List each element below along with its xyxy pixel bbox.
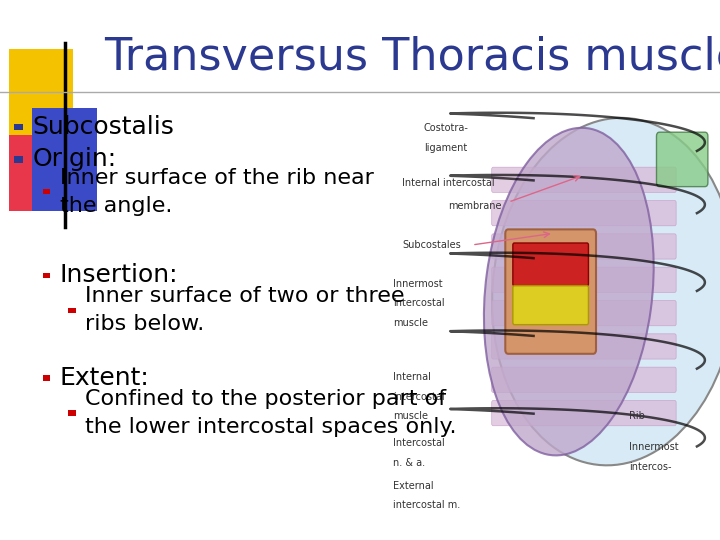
- Text: Confined to the posterior part of
the lower intercostal spaces only.: Confined to the posterior part of the lo…: [85, 389, 456, 437]
- Text: Intercostal: Intercostal: [393, 438, 445, 448]
- Text: Innermost: Innermost: [629, 442, 679, 452]
- Text: muscle: muscle: [393, 318, 428, 328]
- Text: Inner surface of the rib near
the angle.: Inner surface of the rib near the angle.: [60, 168, 374, 215]
- FancyBboxPatch shape: [492, 200, 676, 226]
- FancyBboxPatch shape: [657, 132, 708, 187]
- FancyBboxPatch shape: [492, 401, 676, 426]
- Ellipse shape: [484, 128, 654, 455]
- Text: Extent:: Extent:: [60, 366, 150, 390]
- Text: Transversus Thoracis muscle: Transversus Thoracis muscle: [104, 35, 720, 78]
- Ellipse shape: [492, 118, 720, 465]
- Text: ligament: ligament: [423, 143, 467, 153]
- Text: Innermost: Innermost: [393, 279, 443, 289]
- Text: intercostal: intercostal: [393, 298, 445, 308]
- FancyBboxPatch shape: [492, 267, 676, 293]
- FancyBboxPatch shape: [513, 286, 588, 325]
- Text: Insertion:: Insertion:: [60, 264, 179, 287]
- FancyBboxPatch shape: [492, 334, 676, 359]
- Text: Origin:: Origin:: [32, 147, 117, 171]
- FancyBboxPatch shape: [492, 367, 676, 393]
- Text: intercostal m.: intercostal m.: [393, 501, 461, 510]
- Text: Inner surface of two or three
ribs below.: Inner surface of two or three ribs below…: [85, 287, 405, 334]
- Text: Internal: Internal: [393, 372, 431, 382]
- FancyBboxPatch shape: [513, 243, 588, 286]
- Text: Subcostalis: Subcostalis: [32, 115, 174, 139]
- FancyBboxPatch shape: [492, 234, 676, 259]
- FancyBboxPatch shape: [492, 167, 676, 192]
- Text: External: External: [393, 481, 434, 491]
- Text: intercos-: intercos-: [629, 462, 672, 471]
- Text: n. & a.: n. & a.: [393, 458, 426, 468]
- Text: membrane: membrane: [448, 201, 501, 211]
- Text: Subcostales: Subcostales: [402, 240, 462, 250]
- Text: Rib: Rib: [629, 411, 645, 421]
- FancyBboxPatch shape: [505, 230, 596, 354]
- Text: Internal intercostal: Internal intercostal: [402, 178, 495, 188]
- Text: intercostal: intercostal: [393, 392, 445, 402]
- Text: Costotra-: Costotra-: [423, 123, 469, 133]
- Text: muscle: muscle: [393, 411, 428, 421]
- FancyBboxPatch shape: [492, 300, 676, 326]
